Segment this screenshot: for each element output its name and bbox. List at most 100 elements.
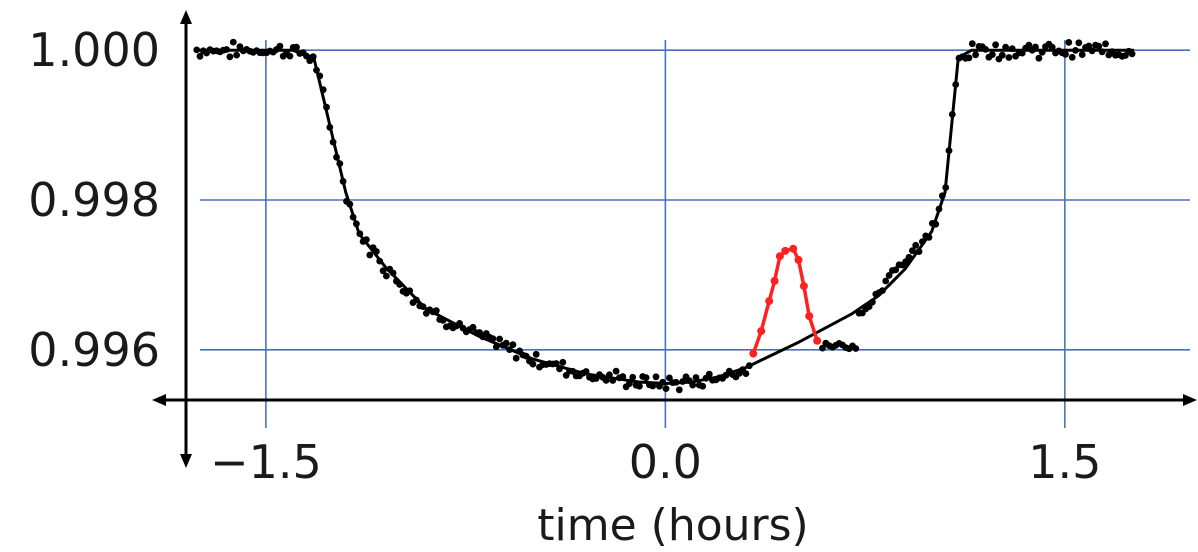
data-point (316, 72, 324, 80)
data-point (998, 51, 1006, 59)
data-point (919, 238, 926, 246)
data-point (602, 377, 610, 384)
y-tick-label-1: 0.998 (28, 173, 160, 227)
data-point (662, 385, 670, 392)
data-point (233, 51, 241, 59)
x-axis-arrow-left (152, 394, 166, 406)
data-point (885, 272, 893, 279)
data-point (293, 43, 300, 51)
data-point (552, 360, 560, 367)
data-point (353, 220, 360, 228)
y-tick-label-2: 1.000 (28, 23, 160, 77)
data-point (935, 205, 943, 213)
data-point (945, 147, 953, 155)
data-point (666, 374, 673, 382)
data-point (629, 373, 637, 381)
data-point (1025, 41, 1033, 49)
data-point (968, 40, 976, 48)
data-point (609, 377, 617, 384)
data-point (689, 381, 697, 389)
data-point (559, 358, 567, 366)
data-point (915, 248, 923, 256)
data-point (506, 346, 513, 353)
data-point (912, 241, 920, 249)
axes (152, 10, 1197, 468)
data-point (432, 307, 440, 315)
data-point (1095, 42, 1103, 50)
anomaly-series-layer (749, 244, 822, 358)
data-point (1002, 43, 1009, 51)
data-point (659, 378, 667, 386)
data-point (276, 42, 284, 50)
data-point (346, 200, 354, 208)
data-point (1005, 54, 1013, 61)
data-point (745, 362, 753, 370)
data-point (469, 323, 477, 331)
data-point (982, 46, 989, 53)
data-points-layer (193, 38, 1136, 394)
data-point (879, 287, 886, 294)
data-point (619, 373, 627, 380)
data-point (569, 367, 577, 375)
data-point (313, 66, 320, 74)
data-point (819, 344, 826, 352)
data-point (1032, 43, 1039, 51)
data-point (932, 220, 940, 228)
data-point (652, 373, 660, 381)
anomaly-point (805, 312, 814, 321)
data-point (502, 339, 510, 347)
anomaly-point (799, 282, 808, 291)
data-point (852, 345, 860, 352)
data-point (892, 266, 900, 274)
data-point (379, 267, 387, 275)
data-point (319, 86, 327, 94)
data-point (1035, 54, 1043, 62)
data-point (229, 38, 237, 46)
data-point (948, 111, 956, 118)
data-point (1102, 40, 1109, 48)
data-point (869, 298, 876, 306)
data-point (909, 247, 916, 255)
data-point (699, 382, 707, 390)
anomaly-point (813, 336, 822, 345)
data-point (223, 46, 231, 53)
data-point (323, 103, 330, 111)
data-point (1018, 49, 1026, 57)
x-tick-label-0: −1.5 (210, 435, 322, 489)
data-point (1085, 42, 1093, 50)
anomaly-point (770, 276, 779, 285)
data-point (1088, 47, 1096, 55)
data-point (1072, 47, 1079, 54)
data-point (193, 46, 201, 54)
data-point (675, 386, 683, 394)
anomaly-point (781, 246, 790, 255)
data-point (679, 378, 687, 385)
data-point (606, 371, 613, 379)
data-point (456, 320, 463, 327)
data-point (882, 277, 890, 285)
data-point (972, 51, 979, 59)
x-tick-label-2: 1.5 (1028, 435, 1101, 489)
data-point (309, 53, 317, 61)
data-point (419, 303, 427, 310)
data-point (349, 213, 357, 221)
data-point (413, 296, 420, 304)
data-point (925, 234, 933, 241)
anomaly-point (757, 327, 766, 336)
data-point (952, 81, 960, 88)
data-point (389, 269, 397, 277)
grid-lines (200, 40, 1190, 428)
data-point (406, 287, 414, 295)
data-point (529, 360, 537, 368)
data-point (742, 370, 750, 377)
data-point (612, 367, 620, 375)
data-point (333, 153, 340, 161)
data-point (1075, 39, 1083, 47)
data-point (522, 352, 530, 360)
data-point (672, 378, 680, 386)
anomaly-point (765, 297, 774, 306)
data-point (626, 380, 633, 387)
data-point (1038, 48, 1046, 56)
data-point (196, 52, 204, 60)
data-point (286, 52, 294, 60)
